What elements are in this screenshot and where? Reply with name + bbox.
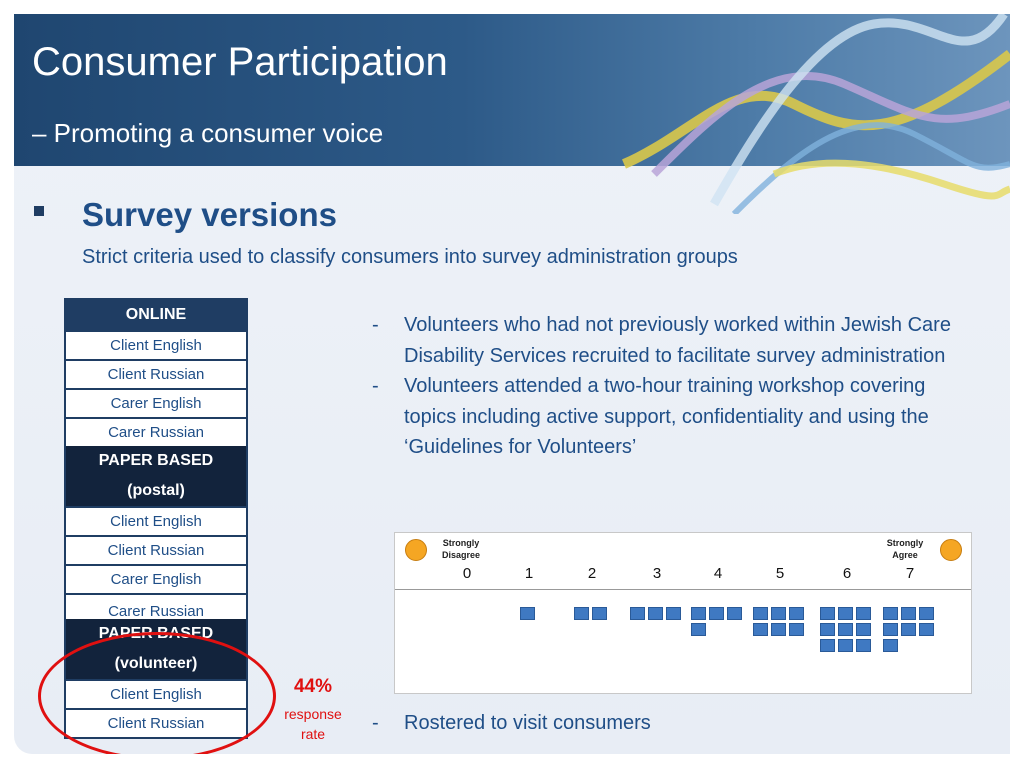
tally-square	[789, 607, 804, 620]
scale-number: 0	[462, 565, 472, 582]
list-item: - Volunteers who had not previously work…	[366, 310, 966, 371]
slide-subtitle: – Promoting a consumer voice	[32, 118, 384, 148]
response-rate-label-line: rate	[300, 726, 326, 742]
tally-square	[919, 623, 934, 636]
tally-square	[648, 607, 663, 620]
table-cell: Client English	[66, 330, 246, 359]
tally-square	[789, 623, 804, 636]
tally-square	[838, 639, 853, 652]
tally-square	[753, 623, 768, 636]
anchor-line: Strongly	[886, 538, 924, 548]
scale-number: 5	[775, 565, 785, 582]
happy-face-icon	[940, 539, 962, 561]
tally-square	[901, 623, 916, 636]
tally-square	[771, 623, 786, 636]
scale-number: 4	[713, 565, 723, 582]
rating-scale-image: Strongly Disagree Strongly Agree 0 1 2 3 4 5 6…	[394, 532, 972, 694]
scale-number: 1	[524, 565, 534, 582]
table-cell: Carer English	[66, 388, 246, 417]
table-cell: Carer Russian	[66, 593, 246, 619]
tally-square	[691, 607, 706, 620]
tally-square	[520, 607, 535, 620]
dash-marker: -	[372, 314, 379, 336]
slide: Consumer Participation – Promoting a con…	[14, 14, 1010, 754]
scale-number: 3	[652, 565, 662, 582]
bullet-square-icon	[34, 206, 44, 216]
tally-square	[883, 623, 898, 636]
tally-square	[883, 607, 898, 620]
tally-square	[630, 607, 645, 620]
list-item-text: Volunteers who had not previously worked…	[404, 314, 951, 367]
sad-face-icon	[405, 539, 427, 561]
tally-square	[856, 607, 871, 620]
tally-square	[691, 623, 706, 636]
decorative-ribbons	[622, 14, 1010, 214]
response-rate-label: response rate	[274, 704, 352, 744]
dash-marker: -	[372, 712, 379, 734]
list-item-text: Rostered to visit consumers	[404, 712, 651, 734]
tally-square	[727, 607, 742, 620]
tally-square	[838, 623, 853, 636]
tally-square	[820, 607, 835, 620]
tally-square	[856, 623, 871, 636]
tally-square	[856, 639, 871, 652]
scale-number: 2	[587, 565, 597, 582]
tally-square	[883, 639, 898, 652]
bullet-points: - Volunteers who had not previously work…	[366, 310, 966, 463]
response-rate-percent: 44%	[293, 676, 333, 697]
list-item: - Volunteers attended a two-hour trainin…	[366, 371, 966, 463]
tally-square	[666, 607, 681, 620]
table-cell: Client Russian	[66, 359, 246, 388]
table-cell: Client Russian	[66, 535, 246, 564]
scale-anchor-right: Strongly Agree	[877, 537, 933, 561]
tally-square	[592, 607, 607, 620]
group-header-line: PAPER BASED	[98, 452, 214, 469]
tally-square	[771, 607, 786, 620]
tally-square	[574, 607, 589, 620]
anchor-line: Disagree	[441, 550, 481, 560]
group-header-line: (postal)	[127, 482, 185, 499]
group-header-online: ONLINE	[66, 300, 246, 330]
tally-square	[820, 639, 835, 652]
tally-square	[709, 607, 724, 620]
slide-title: Consumer Participation	[32, 40, 448, 84]
scale-number: 6	[842, 565, 852, 582]
tally-square	[901, 607, 916, 620]
section-subheading: Strict criteria used to classify consume…	[82, 246, 738, 268]
response-rate-label-line: response	[284, 706, 342, 722]
tally-square	[820, 623, 835, 636]
dash-marker: -	[372, 375, 379, 397]
anchor-line: Agree	[892, 550, 918, 560]
list-item-text: Volunteers attended a two-hour training …	[404, 375, 929, 458]
scale-divider	[395, 589, 971, 590]
tally-square	[838, 607, 853, 620]
scale-anchor-left: Strongly Disagree	[433, 537, 489, 561]
section-heading: Survey versions	[82, 196, 337, 233]
tally-square	[919, 607, 934, 620]
table-cell: Carer English	[66, 564, 246, 593]
anchor-line: Strongly	[442, 538, 480, 548]
list-item: - Rostered to visit consumers	[366, 708, 1004, 739]
table-cell: Client English	[66, 506, 246, 535]
group-header-postal: PAPER BASED (postal)	[66, 446, 246, 506]
tally-square	[753, 607, 768, 620]
scale-number: 7	[905, 565, 915, 582]
table-cell: Carer Russian	[66, 417, 246, 446]
highlight-oval	[38, 632, 276, 754]
